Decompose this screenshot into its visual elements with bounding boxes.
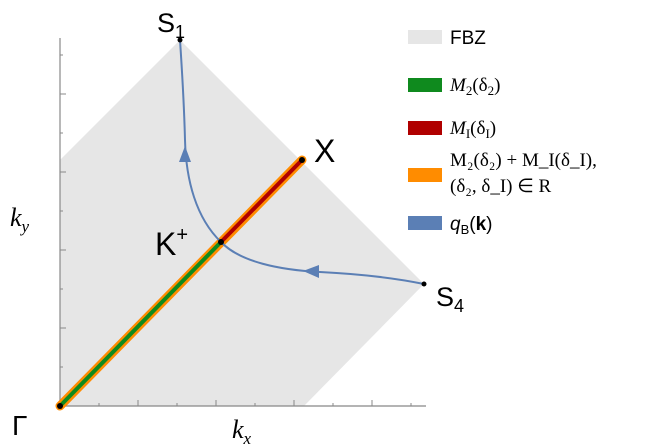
legend-swatch-m2 — [408, 78, 442, 92]
legend-label-m2: M2(δ2) — [449, 75, 500, 98]
label-x: X — [314, 133, 335, 169]
legend-swatch-qb — [408, 216, 442, 230]
legend-label-qb: qB(k) — [450, 214, 492, 237]
qb-arrow-up — [179, 146, 191, 162]
x-axis-label: kx — [232, 415, 252, 448]
point-s4 — [421, 281, 427, 287]
y-axis-label: ky — [10, 203, 30, 236]
legend: FBZ M2(δ2) MI(δI) M₂(δ₂) + M_I(δ_I), (δ₂… — [408, 28, 597, 237]
legend-label-mi: MI(δI) — [449, 118, 496, 141]
legend-label-combo-line1: M₂(δ₂) + M_I(δ_I), — [450, 150, 597, 171]
legend-label-combo-line2: (δ₂, δ_I) ∈ R — [450, 176, 552, 197]
point-x — [299, 157, 305, 163]
label-k-plus: K+ — [155, 224, 188, 262]
label-gamma: Γ — [12, 410, 27, 441]
legend-label-fbz: FBZ — [450, 28, 486, 49]
legend-swatch-fbz — [408, 30, 442, 44]
qb-curve-upper — [179, 39, 222, 243]
x-ticks — [98, 400, 412, 406]
mi-line — [219, 158, 304, 244]
label-s4: S4 — [436, 282, 464, 316]
point-gamma — [57, 403, 63, 409]
legend-swatch-combo — [408, 168, 442, 182]
legend-swatch-mi — [408, 121, 442, 135]
qb-curve-lower — [220, 241, 425, 285]
point-k-plus — [218, 239, 224, 245]
qb-arrow-left — [303, 265, 319, 278]
m2-line — [58, 240, 223, 408]
y-ticks — [60, 54, 66, 368]
point-s1 — [177, 37, 183, 43]
label-s1: S1 — [157, 8, 185, 42]
